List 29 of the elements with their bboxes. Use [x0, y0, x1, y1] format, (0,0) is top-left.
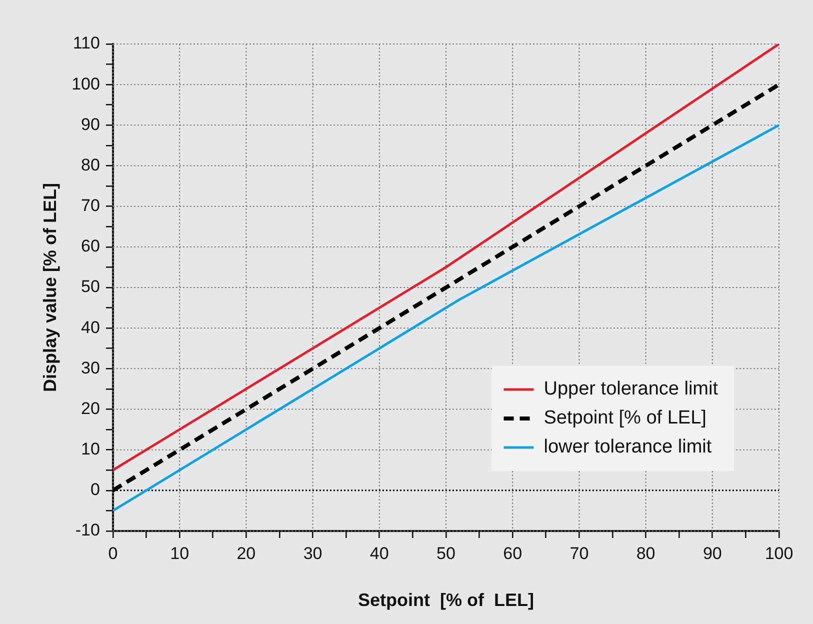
x-tick-label: 80 [636, 544, 656, 563]
legend-label: Upper tolerance limit [544, 378, 719, 400]
y-tick-label: 50 [81, 277, 100, 296]
x-tick-label: 60 [503, 544, 522, 563]
x-tick-label: 50 [436, 544, 456, 563]
x-tick-label: 30 [303, 544, 322, 563]
y-tick-label: 60 [81, 236, 100, 256]
y-tick-label: -10 [75, 520, 100, 540]
x-tick-label: 20 [236, 544, 256, 563]
y-tick-label: 100 [72, 74, 100, 94]
x-tick-label: 0 [108, 544, 118, 563]
y-axis-title: Display value [% of LEL] [40, 182, 60, 392]
y-tick-label: 0 [90, 480, 100, 500]
x-tick-label: 10 [170, 544, 190, 563]
y-tick-label: 90 [81, 114, 100, 134]
y-tick-label: 40 [81, 318, 100, 337]
legend-label: Setpoint [% of LEL] [544, 408, 706, 429]
x-tick-label: 90 [702, 544, 722, 563]
x-tick-label: 70 [570, 544, 589, 563]
x-tick-label: 40 [370, 544, 389, 563]
y-tick-label: 70 [81, 196, 100, 216]
y-tick-label: 80 [81, 155, 100, 174]
x-tick-label: 100 [764, 544, 794, 563]
y-tick-label: 110 [72, 34, 100, 53]
y-tick-label: 20 [81, 398, 100, 418]
legend-label: lower tolerance limit [544, 436, 712, 458]
x-axis-title: Setpoint [% of LEL] [358, 590, 534, 610]
y-tick-label: 30 [81, 358, 100, 378]
y-tick-label: 10 [81, 440, 100, 459]
